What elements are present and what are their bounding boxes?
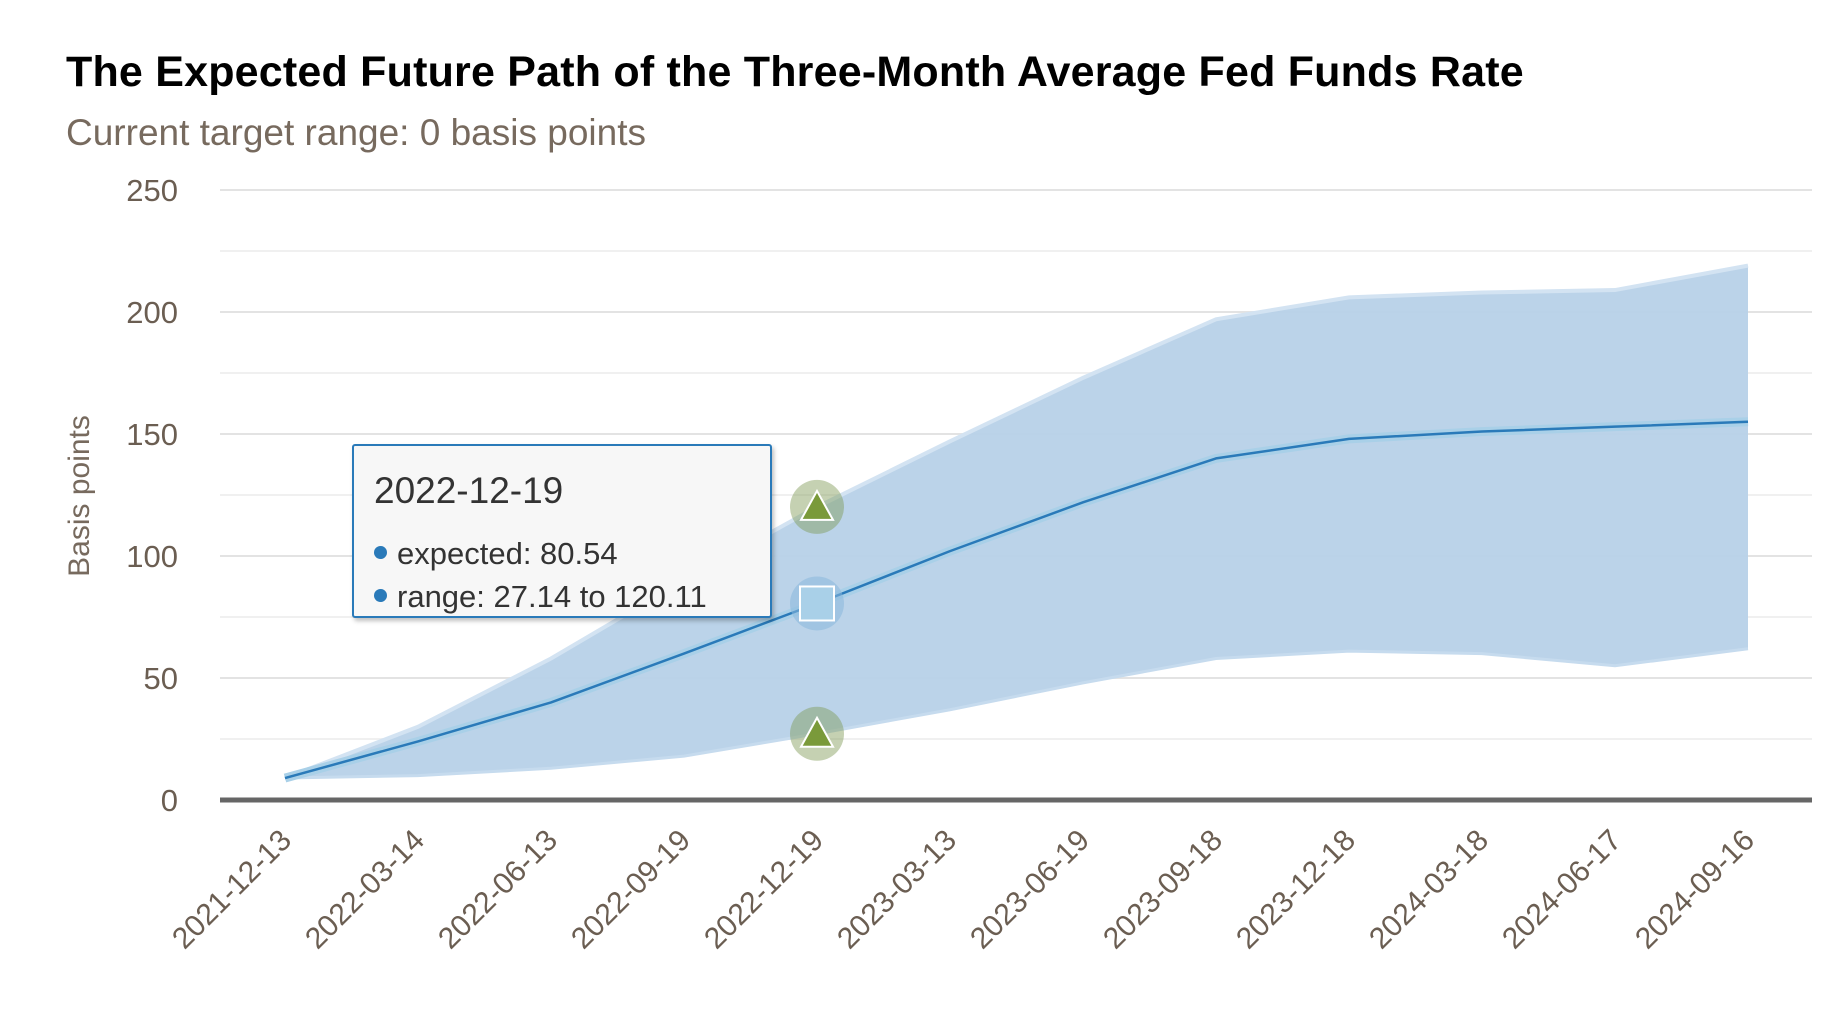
y-tick-label: 200 [126,295,178,330]
x-tick-label: 2022-06-13 [432,824,564,956]
range-band-upper-edge [284,263,1749,780]
y-tick-label: 100 [126,539,178,574]
x-tick-label: 2024-09-16 [1629,824,1761,956]
x-tick-label: 2022-12-19 [698,824,830,956]
x-tick-label: 2023-09-18 [1097,824,1229,956]
tooltip-range-text: range: 27.14 to 120.11 [397,579,707,614]
y-tick-label: 250 [126,173,178,208]
x-tick-label: 2024-03-18 [1363,824,1495,956]
tooltip-range-row: range: 27.14 to 120.11 [374,579,707,615]
tooltip-date: 2022-12-19 [374,470,564,511]
range-high-marker [799,488,835,521]
x-tick-label: 2023-06-19 [964,824,1096,956]
x-tick-label: 2022-03-14 [299,824,431,956]
y-tick-label: 150 [126,417,178,452]
range-band-lower-edge [284,647,1749,780]
tooltip-expected-row: expected: 80.54 [374,536,618,572]
x-tick-label: 2024-06-17 [1496,824,1628,956]
y-tick-label: 0 [161,783,178,818]
chart-subtitle: Current target range: 0 basis points [66,112,646,153]
y-axis-label: Basis points [63,415,96,577]
x-tick-label: 2023-12-18 [1230,824,1362,956]
tooltip-range-dot [374,589,387,603]
range-band [285,265,1748,779]
tooltip-expected-text: expected: 80.54 [397,536,618,571]
range-low-marker [799,715,835,748]
expected-line [284,420,1749,780]
y-tick-label: 50 [144,661,178,696]
tooltip-expected-dot [374,546,387,560]
x-tick-label: 2021-12-13 [166,824,298,956]
chart-tooltip: 2022-12-19 expected: 80.54 range: 27.14 … [352,444,772,618]
chart-title: The Expected Future Path of the Three-Mo… [66,48,1524,96]
x-tick-label: 2023-03-13 [831,824,963,956]
x-tick-label: 2022-09-19 [565,824,697,956]
expected-marker [799,585,835,622]
